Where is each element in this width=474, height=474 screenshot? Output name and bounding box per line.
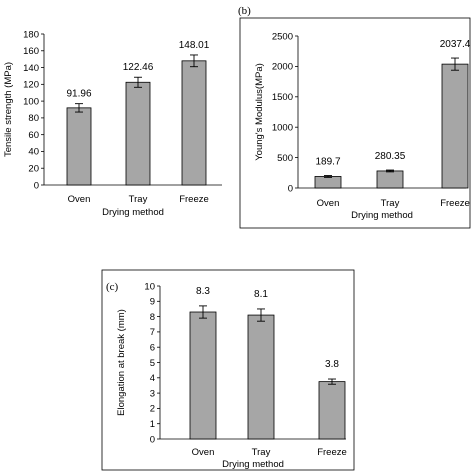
x-tick-label: Oven [192, 447, 215, 458]
y-tick-label: 2500 [272, 31, 293, 42]
bar [318, 381, 346, 440]
chart-frame [239, 17, 471, 229]
y-tick-label: 6 [150, 343, 155, 354]
y-tick-label: 4 [150, 373, 155, 384]
data-label: 122.46 [123, 62, 154, 73]
x-tick-label: Freeze [317, 447, 347, 458]
chart-frame [101, 269, 355, 471]
data-label: 91.96 [66, 89, 91, 100]
y-axis-title: Young's Modulus(MPa) [254, 63, 265, 161]
y-tick-label: 80 [28, 113, 39, 124]
y-tick-label: 100 [23, 96, 39, 107]
data-label: 189.7 [315, 157, 340, 168]
x-tick-label: Freeze [440, 198, 470, 209]
y-tick-label: 160 [23, 46, 39, 57]
y-tick-label: 8 [150, 312, 155, 323]
y-axis-title: Elongation at break (mm) [116, 309, 127, 416]
x-tick-label: Oven [68, 194, 91, 205]
x-tick-label: Tray [129, 194, 148, 205]
panel-label: (c) [106, 281, 119, 293]
chart-panel-tensile-strength: 0 20 40 60 80 100 120 140 160 180 91.96 Oven 122.46 T… [3, 29, 222, 218]
bar [376, 170, 404, 189]
y-tick-label: 5 [150, 358, 155, 369]
y-tick-label: 3 [150, 388, 155, 399]
y-tick-label: 0 [34, 180, 39, 191]
data-label: 280.35 [375, 151, 406, 162]
x-axis-title: Drying method [102, 207, 164, 218]
panel-label: (b) [238, 5, 251, 17]
x-axis-title: Drying method [351, 210, 413, 221]
y-tick-label: 2000 [272, 62, 293, 73]
bar [441, 63, 469, 189]
y-tick-label: 0 [288, 183, 293, 194]
x-axis-title: Drying method [222, 459, 284, 470]
bar [125, 81, 151, 186]
data-label: 3.8 [325, 359, 339, 370]
data-label: 8.1 [254, 289, 268, 300]
x-tick-label: Oven [317, 198, 340, 209]
chart-panel-elongation: (c) 0 1 2 3 4 5 6 7 8 9 10 8.3 Oven 8.1 Tray 3.8 Freeze Dr… [101, 269, 355, 471]
bar [247, 314, 275, 440]
bar [314, 176, 342, 189]
y-tick-label: 180 [23, 29, 39, 40]
chart-panel-youngs-modulus: (b) 0 500 1000 1500 2000 2500 189.7 Oven 280.35 Tr… [238, 5, 471, 229]
y-tick-label: 2 [150, 404, 155, 415]
x-tick-label: Tray [252, 447, 271, 458]
y-axis-title: Tensile strength (MPa) [3, 62, 14, 157]
bar [189, 311, 217, 440]
y-tick-label: 120 [23, 80, 39, 91]
data-label: 8.3 [196, 286, 210, 297]
y-tick-label: 7 [150, 327, 155, 338]
bar [181, 60, 207, 186]
y-tick-label: 1500 [272, 92, 293, 103]
y-tick-label: 1 [150, 419, 155, 430]
y-tick-label: 60 [28, 130, 39, 141]
bar [66, 107, 92, 186]
y-tick-label: 9 [150, 297, 155, 308]
x-tick-label: Tray [381, 198, 400, 209]
data-label: 2037.4 [440, 39, 471, 50]
data-label: 148.01 [179, 40, 210, 51]
y-tick-label: 20 [28, 164, 39, 175]
y-tick-label: 40 [28, 147, 39, 158]
y-tick-label: 1000 [272, 123, 293, 134]
y-tick-label: 140 [23, 63, 39, 74]
y-tick-label: 0 [150, 434, 155, 445]
x-tick-label: Freeze [179, 194, 209, 205]
y-tick-label: 10 [144, 281, 155, 292]
y-tick-label: 500 [277, 153, 293, 164]
